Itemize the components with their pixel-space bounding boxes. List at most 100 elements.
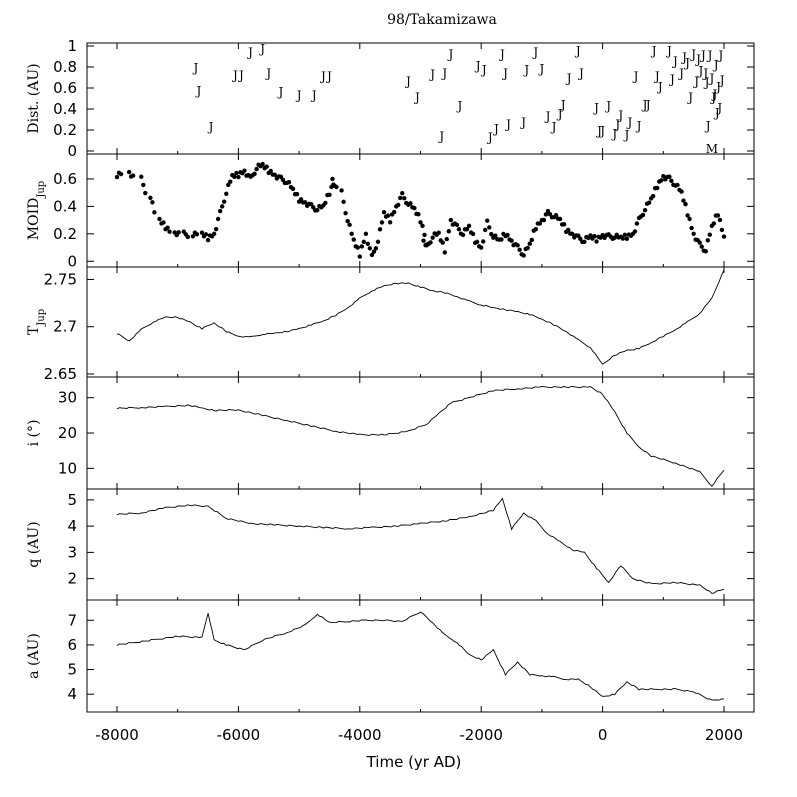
moid-point	[367, 246, 373, 251]
moid-point	[236, 174, 241, 180]
moid-point	[547, 211, 553, 217]
moid-point	[582, 239, 587, 244]
moid-point	[252, 171, 257, 177]
moid-point	[402, 195, 407, 201]
marker-j: J	[694, 53, 701, 67]
moid-point	[537, 221, 543, 226]
marker-j: J	[613, 118, 620, 132]
marker-j: J	[616, 108, 623, 122]
y-tick-label-a: 6	[67, 636, 77, 654]
marker-j: J	[650, 44, 657, 58]
moid-point	[576, 233, 581, 238]
moid-point	[719, 227, 725, 233]
y-tick-label-incl: 20	[58, 424, 77, 442]
moid-point	[176, 230, 181, 235]
moid-point	[371, 249, 377, 254]
marker-j: J	[604, 99, 611, 113]
moid-point	[343, 210, 348, 216]
moid-point	[228, 179, 233, 184]
panel-frame-a	[86, 599, 755, 713]
marker-j: J	[668, 73, 675, 87]
marker-j: J	[710, 87, 717, 101]
moid-point	[622, 232, 628, 238]
moid-point	[474, 239, 480, 245]
y-tick-label-incl: 30	[58, 389, 77, 407]
moid-point	[114, 174, 120, 180]
series-line-incl	[116, 385, 725, 487]
moid-point	[194, 232, 200, 237]
moid-point	[347, 222, 352, 227]
moid-point	[167, 229, 172, 234]
y-tick-label-a: 5	[67, 661, 77, 679]
moid-point	[412, 205, 417, 211]
moid-point	[421, 238, 426, 243]
moid-point	[527, 241, 532, 246]
moid-point	[655, 185, 660, 191]
marker-j: J	[258, 42, 265, 56]
moid-point	[418, 220, 423, 225]
moid-point	[650, 193, 656, 199]
marker-j: J	[699, 48, 706, 62]
y-tick-label-dist: 0.8	[53, 58, 77, 76]
moid-point	[578, 236, 583, 242]
moid-point	[703, 249, 708, 254]
moid-point	[280, 177, 286, 183]
moid-point	[646, 200, 652, 205]
moid-point	[446, 229, 451, 234]
marker-j: J	[610, 127, 617, 141]
marker-j: J	[714, 80, 721, 94]
moid-point	[213, 226, 219, 232]
y-tick-label-tjup: 2.7	[53, 318, 77, 336]
moid-point	[294, 191, 300, 197]
moid-point	[341, 199, 346, 205]
moid-point	[373, 246, 379, 251]
moid-point	[594, 239, 599, 244]
moid-point	[699, 244, 704, 249]
moid-point	[464, 227, 470, 232]
marker-j: J	[707, 72, 714, 86]
moid-point	[408, 201, 413, 206]
marker-j: J	[504, 118, 511, 132]
marker-j: J	[574, 44, 581, 58]
moid-point	[290, 186, 296, 192]
panel-frame-tjup	[86, 266, 755, 378]
series-line-a	[116, 611, 725, 701]
moid-point	[302, 200, 308, 205]
moid-point	[126, 169, 132, 175]
moid-point	[470, 231, 476, 237]
moid-point	[351, 237, 356, 242]
moid-point	[489, 231, 494, 237]
moid-point	[363, 231, 369, 237]
marker-j: J	[680, 51, 687, 65]
y-axis-label-tjup: TJup	[26, 309, 47, 335]
marker-j: J	[703, 76, 710, 90]
moid-point	[642, 208, 648, 213]
moid-point	[487, 225, 492, 230]
y-axis-label-incl: i (°)	[26, 420, 42, 447]
moid-point	[428, 240, 433, 245]
y-axis-label-moid: MOIDJup	[26, 181, 47, 240]
marker-j: J	[718, 74, 725, 88]
moid-point	[369, 252, 375, 258]
marker-j: J	[635, 119, 642, 133]
moid-point	[515, 243, 520, 248]
moid-point	[570, 231, 575, 237]
y-tick-label-dist: 0.4	[53, 100, 77, 118]
moid-point	[485, 218, 490, 223]
marker-j: J	[641, 98, 648, 112]
moid-point	[361, 239, 367, 244]
moid-point	[553, 212, 559, 218]
moid-point	[588, 233, 593, 238]
moid-point	[448, 217, 454, 223]
moid-point	[355, 245, 360, 250]
marker-j: J	[492, 122, 499, 136]
moid-point	[422, 232, 427, 238]
moid-point	[561, 222, 567, 227]
moid-point	[224, 191, 229, 196]
marker-j: J	[644, 98, 651, 112]
marker-j: J	[537, 62, 544, 76]
moid-point	[315, 208, 320, 213]
marker-j: J	[319, 69, 326, 83]
moid-point	[334, 184, 339, 190]
moid-point	[185, 234, 190, 240]
